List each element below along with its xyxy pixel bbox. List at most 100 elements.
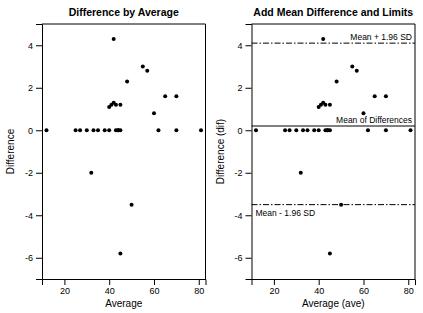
- y-tick-mark: [246, 130, 252, 131]
- point: [312, 128, 316, 132]
- point: [317, 128, 321, 132]
- point: [145, 69, 149, 73]
- y-tick: 4: [237, 41, 251, 51]
- frame: [252, 24, 416, 279]
- point: [350, 65, 354, 69]
- y-tick: 2: [28, 83, 42, 93]
- point: [85, 128, 89, 132]
- point: [103, 128, 107, 132]
- point: [141, 65, 145, 69]
- point: [283, 128, 287, 132]
- point: [174, 94, 178, 98]
- title: Add Mean Difference and Limits: [253, 6, 413, 18]
- point: [323, 103, 327, 107]
- y-tick-mark: [246, 215, 252, 216]
- point: [384, 94, 388, 98]
- point: [152, 111, 156, 115]
- point: [163, 94, 167, 98]
- y-tick: 0: [237, 126, 251, 136]
- y-tick-label: -4: [25, 211, 33, 221]
- panel: 20 40 60 80 -6 -4 -2 0 2 4 Add Mean Difference and…: [215, 6, 416, 309]
- x-tick-mark: [408, 279, 409, 285]
- x-axis-line: [252, 280, 416, 286]
- x-tick-label: 40: [105, 286, 115, 296]
- point: [335, 79, 339, 83]
- y-tick-label: -6: [25, 253, 33, 263]
- y-tick-mark: [246, 45, 252, 46]
- point: [114, 103, 118, 107]
- y-tick: -2: [234, 168, 251, 178]
- x-tick: 60: [149, 279, 159, 296]
- point: [409, 128, 413, 132]
- x-tick-label: 40: [314, 286, 324, 296]
- point: [107, 128, 111, 132]
- y-tick: -4: [25, 211, 42, 221]
- point: [156, 128, 160, 132]
- y-tick-mark: [36, 130, 42, 131]
- reference-line: [252, 204, 416, 205]
- y-axis: -6-4-2024: [25, 25, 43, 280]
- x-tick: 80: [404, 279, 414, 296]
- x-axis: 20 40 60 80: [252, 279, 416, 296]
- y-tick: -4: [234, 211, 251, 221]
- point: [288, 128, 292, 132]
- x-tick-label: 20: [60, 286, 70, 296]
- panel: 20406080-6-4-2024Difference by AverageAv…: [5, 6, 206, 309]
- frame: [42, 24, 206, 279]
- x-tick-mark: [154, 279, 155, 285]
- point: [355, 69, 359, 73]
- y-tick-mark: [36, 258, 42, 259]
- y-tick-label: 0: [28, 126, 33, 136]
- y-axis-title: Difference (dif): [215, 119, 226, 184]
- x-tick: 40: [314, 279, 324, 296]
- y-tick-label: 4: [237, 41, 242, 51]
- point: [118, 252, 122, 256]
- y-axis: -6 -4 -2 0 2 4: [234, 25, 252, 280]
- point: [328, 252, 332, 256]
- x-tick-mark: [274, 279, 275, 285]
- x-tick-mark: [199, 279, 200, 285]
- y-tick: -6: [234, 253, 251, 263]
- y-tick-label: -2: [25, 168, 33, 178]
- x-axis-line: [43, 280, 207, 286]
- point: [118, 128, 122, 132]
- y-axis-line: [246, 25, 253, 280]
- point: [112, 37, 116, 41]
- y-tick-label: -4: [234, 211, 242, 221]
- x-tick-label: 80: [404, 286, 414, 296]
- point: [321, 37, 325, 41]
- x-axis: 20 40 60 80: [43, 279, 207, 296]
- point: [294, 128, 298, 132]
- point: [301, 128, 305, 132]
- x-tick: 60: [359, 279, 369, 296]
- point: [74, 128, 78, 132]
- point: [130, 203, 134, 207]
- point: [89, 171, 93, 175]
- title: Difference by Average: [69, 6, 179, 18]
- y-tick-mark: [36, 215, 42, 216]
- x-tick-mark: [363, 279, 364, 285]
- point: [96, 128, 100, 132]
- point: [254, 128, 258, 132]
- y-tick-label: -2: [234, 168, 242, 178]
- point: [328, 128, 332, 132]
- reference-label: Mean - 1.96 SD: [256, 208, 316, 218]
- point: [305, 128, 309, 132]
- point: [44, 128, 48, 132]
- y-tick-mark: [246, 88, 252, 89]
- point: [125, 79, 129, 83]
- y-tick-label: 0: [237, 126, 242, 136]
- y-axis-title: Difference: [5, 128, 16, 174]
- x-axis-title: Average (ave): [302, 298, 365, 309]
- y-tick: 0: [28, 126, 42, 136]
- plot-area: [252, 37, 416, 256]
- x-tick: 20: [269, 279, 279, 296]
- y-tick-mark: [36, 88, 42, 89]
- point: [384, 128, 388, 132]
- y-tick-mark: [246, 173, 252, 174]
- y-tick-label: 2: [237, 83, 242, 93]
- x-tick-mark: [64, 279, 65, 285]
- x-tick: 40: [105, 279, 115, 296]
- y-tick-label: 2: [28, 83, 33, 93]
- x-tick: 80: [194, 279, 204, 296]
